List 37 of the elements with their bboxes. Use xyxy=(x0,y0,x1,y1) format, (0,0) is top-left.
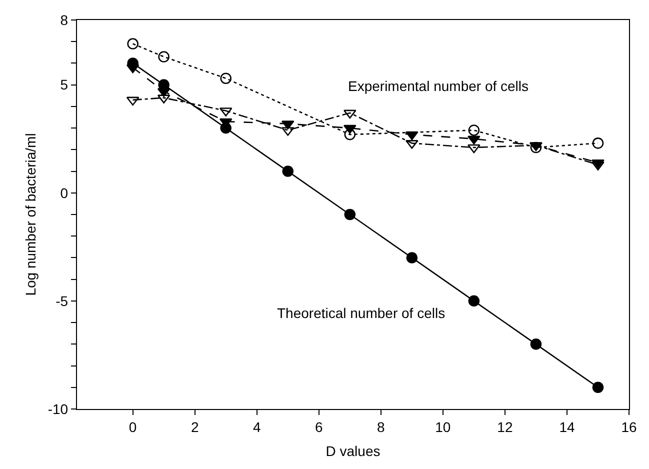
x-tick-label: 14 xyxy=(559,418,575,435)
annotation: Experimental number of cells xyxy=(348,78,529,94)
y-tick-label: -10 xyxy=(48,400,68,417)
point xyxy=(406,131,418,140)
y-axis-title: Log number of bacteria/ml xyxy=(22,133,38,296)
x-tick-label: 6 xyxy=(314,418,323,435)
annotation: Theoretical number of cells xyxy=(277,305,446,321)
point xyxy=(406,252,418,264)
point xyxy=(344,128,356,140)
point xyxy=(282,166,294,177)
point xyxy=(127,38,138,50)
point xyxy=(343,124,356,134)
point xyxy=(344,208,356,220)
point xyxy=(158,51,170,62)
y-tick-label: 8 xyxy=(60,12,68,28)
x-tick-label: 0 xyxy=(128,418,137,435)
point xyxy=(468,136,480,145)
point xyxy=(468,144,480,154)
point xyxy=(343,110,356,119)
point xyxy=(126,64,140,74)
point xyxy=(468,295,480,307)
point xyxy=(592,138,604,149)
point xyxy=(592,382,604,394)
x-tick-label: 2 xyxy=(190,418,199,435)
x-tick-label: 12 xyxy=(497,418,513,435)
x-tick-label: 4 xyxy=(252,418,261,435)
point xyxy=(530,338,542,350)
point xyxy=(126,96,140,106)
y-tick-label: 5 xyxy=(60,76,68,93)
point xyxy=(468,124,480,136)
point xyxy=(220,72,232,84)
x-axis-title: D values xyxy=(326,443,380,460)
x-tick-label: 16 xyxy=(621,418,637,435)
y-tick-label: 0 xyxy=(60,184,68,201)
x-tick-label: 10 xyxy=(435,418,451,435)
x-tick-label: 8 xyxy=(377,418,386,435)
y-tick-label: -5 xyxy=(56,292,68,309)
